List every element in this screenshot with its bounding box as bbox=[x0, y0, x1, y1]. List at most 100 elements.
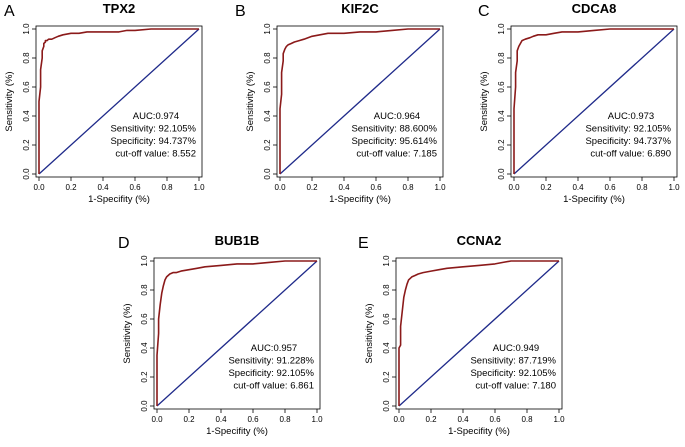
reference-diagonal-line bbox=[398, 260, 560, 407]
x-tick-label: 0.2 bbox=[65, 183, 77, 192]
y-tick-label: 0.2 bbox=[22, 139, 31, 151]
x-tick-label: 0.6 bbox=[604, 183, 616, 192]
roc-panel-a: A TPX2 0.0 0.2 0.4 0.6 0.8 1.0 0.0 0.2 0.4 0.6 0.8 1.… bbox=[4, 1, 205, 205]
x-tick-label: 0.8 bbox=[636, 183, 648, 192]
x-tick-label: 0.8 bbox=[279, 415, 291, 424]
roc-curve bbox=[279, 28, 440, 174]
plot-frame bbox=[276, 25, 444, 178]
x-tick-label: 0.2 bbox=[540, 183, 552, 192]
panel-letter: B bbox=[235, 3, 246, 20]
roc-curve bbox=[398, 260, 559, 406]
y-tick-label: 1.0 bbox=[22, 23, 31, 35]
y-tick-label: 0.0 bbox=[382, 400, 391, 412]
y-tick-label: 0.2 bbox=[140, 371, 149, 383]
panel-title: CCNA2 bbox=[457, 233, 502, 248]
x-axis-label: 1-Specifity (%) bbox=[563, 194, 625, 205]
reference-diagonal-line bbox=[38, 28, 200, 175]
y-tick-label: 0.8 bbox=[263, 52, 272, 64]
x-tick-label: 0.6 bbox=[370, 183, 382, 192]
stat-line: AUC:0.957 bbox=[251, 343, 297, 354]
y-axis-label: Sensitivity (%) bbox=[4, 71, 15, 131]
stat-line: Sensitivity: 92.105% bbox=[110, 124, 196, 135]
stat-line: Sensitivity: 87.719% bbox=[470, 356, 556, 367]
x-tick-label: 0.0 bbox=[151, 415, 163, 424]
y-tick-label: 0.0 bbox=[140, 400, 149, 412]
roc-curve bbox=[513, 28, 674, 174]
y-tick-label: 0.0 bbox=[22, 168, 31, 180]
y-tick-label: 0.6 bbox=[140, 313, 149, 325]
x-tick-label: 0.8 bbox=[402, 183, 414, 192]
y-tick-label: 0.2 bbox=[263, 139, 272, 151]
reference-diagonal-line bbox=[513, 28, 675, 175]
stat-line: AUC:0.973 bbox=[608, 111, 654, 122]
y-tick-label: 0.2 bbox=[497, 139, 506, 151]
x-tick-label: 0.8 bbox=[521, 415, 533, 424]
y-tick-label: 0.0 bbox=[263, 168, 272, 180]
stat-line: Specificity: 92.105% bbox=[228, 368, 314, 379]
y-tick-label: 0.4 bbox=[382, 342, 391, 354]
y-tick-label: 1.0 bbox=[382, 255, 391, 267]
stat-line: cut-off value: 7.180 bbox=[475, 381, 556, 392]
stat-line: cut-off value: 6.861 bbox=[233, 381, 314, 392]
x-tick-label: 0.4 bbox=[215, 415, 227, 424]
panel-letter: E bbox=[358, 235, 369, 252]
stat-line: Sensitivity: 92.105% bbox=[585, 124, 671, 135]
panel-title: KIF2C bbox=[341, 1, 379, 16]
stat-line: cut-off value: 8.552 bbox=[115, 149, 196, 160]
y-tick-label: 1.0 bbox=[263, 23, 272, 35]
plot-frame bbox=[510, 25, 678, 178]
reference-diagonal-line bbox=[156, 260, 318, 407]
panel-letter: C bbox=[478, 3, 490, 20]
stat-line: AUC:0.949 bbox=[493, 343, 539, 354]
y-tick-label: 0.8 bbox=[22, 52, 31, 64]
reference-diagonal-line bbox=[279, 28, 441, 175]
panel-title: CDCA8 bbox=[572, 1, 617, 16]
roc-panel-d: D BUB1B 0.0 0.2 0.4 0.6 0.8 1.0 0.0 0.2 0.4 0.6 0.8 1… bbox=[118, 233, 323, 437]
stat-line: Specificity: 95.614% bbox=[351, 136, 437, 147]
roc-panel-b: B KIF2C 0.0 0.2 0.4 0.6 0.8 1.0 0.0 0.2 0.4 0.6 0.8 1… bbox=[235, 1, 446, 205]
x-tick-label: 0.4 bbox=[97, 183, 109, 192]
stat-line: Specificity: 94.737% bbox=[110, 136, 196, 147]
plot-frame bbox=[395, 257, 563, 410]
x-tick-label: 0.0 bbox=[508, 183, 520, 192]
stat-line: Specificity: 92.105% bbox=[470, 368, 556, 379]
y-tick-label: 1.0 bbox=[140, 255, 149, 267]
roc-panel-c: C CDCA8 0.0 0.2 0.4 0.6 0.8 1.0 0.0 0.2 0.4 0.6 0.8 1… bbox=[478, 1, 680, 205]
roc-curve bbox=[156, 260, 317, 406]
y-tick-label: 0.6 bbox=[382, 313, 391, 325]
stat-line: cut-off value: 6.890 bbox=[590, 149, 671, 160]
x-tick-label: 1.0 bbox=[311, 415, 323, 424]
roc-curve bbox=[38, 28, 199, 174]
panel-letter: D bbox=[118, 235, 130, 252]
y-tick-label: 0.8 bbox=[140, 284, 149, 296]
stat-line: Sensitivity: 91.228% bbox=[228, 356, 314, 367]
x-tick-label: 0.6 bbox=[129, 183, 141, 192]
x-tick-label: 0.0 bbox=[274, 183, 286, 192]
y-tick-label: 0.6 bbox=[263, 81, 272, 93]
x-tick-label: 0.4 bbox=[457, 415, 469, 424]
panel-letter: A bbox=[4, 3, 15, 20]
y-tick-label: 0.4 bbox=[22, 110, 31, 122]
y-tick-label: 0.6 bbox=[497, 81, 506, 93]
x-axis-label: 1-Specifity (%) bbox=[448, 426, 510, 437]
y-axis-label: Sensitivity (%) bbox=[122, 303, 133, 363]
y-tick-label: 0.8 bbox=[382, 284, 391, 296]
y-tick-label: 0.0 bbox=[497, 168, 506, 180]
plot-frame bbox=[35, 25, 203, 178]
x-tick-label: 0.0 bbox=[393, 415, 405, 424]
x-axis-label: 1-Specifity (%) bbox=[329, 194, 391, 205]
x-tick-label: 1.0 bbox=[434, 183, 446, 192]
x-tick-label: 1.0 bbox=[668, 183, 680, 192]
x-tick-label: 0.6 bbox=[489, 415, 501, 424]
stat-line: Sensitivity: 88.600% bbox=[351, 124, 437, 135]
stat-line: cut-off value: 7.185 bbox=[356, 149, 437, 160]
x-axis-label: 1-Specifity (%) bbox=[206, 426, 268, 437]
y-tick-label: 0.4 bbox=[263, 110, 272, 122]
x-tick-label: 1.0 bbox=[553, 415, 565, 424]
y-tick-label: 0.6 bbox=[22, 81, 31, 93]
x-tick-label: 0.2 bbox=[425, 415, 437, 424]
y-axis-label: Sensitivity (%) bbox=[479, 71, 490, 131]
x-tick-label: 0.4 bbox=[572, 183, 584, 192]
y-tick-label: 0.8 bbox=[497, 52, 506, 64]
